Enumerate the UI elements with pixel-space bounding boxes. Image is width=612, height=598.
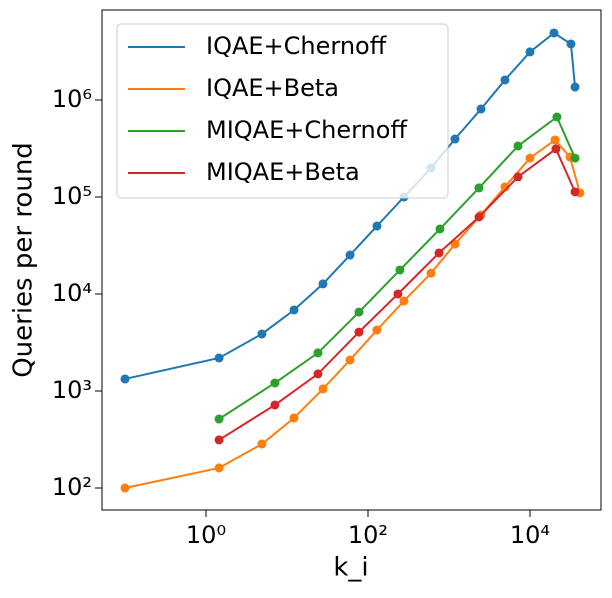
data-point: [513, 172, 523, 182]
data-point: [289, 305, 299, 315]
data-point: [550, 135, 560, 145]
series-line: [124, 138, 581, 489]
legend-box: [116, 23, 449, 199]
data-point: [354, 327, 364, 337]
data-point: [399, 296, 409, 306]
data-point: [395, 265, 405, 275]
legend-label: MIQAE+Beta: [206, 158, 360, 186]
data-point: [426, 268, 436, 278]
data-point: [566, 39, 576, 49]
data-point: [214, 435, 224, 445]
y-tick-label: 10⁴: [52, 279, 92, 307]
data-point: [450, 134, 460, 144]
data-point: [257, 439, 267, 449]
data-point: [289, 413, 299, 423]
data-point: [318, 384, 328, 394]
data-point: [500, 75, 510, 85]
data-point: [474, 183, 484, 193]
data-point: [393, 289, 403, 299]
data-point: [513, 141, 523, 151]
data-point: [120, 374, 130, 384]
y-tick-label: 10⁶: [52, 85, 92, 113]
data-point: [372, 325, 382, 335]
y-tick-label: 10⁵: [52, 182, 92, 210]
data-point: [434, 248, 444, 258]
data-point: [570, 187, 580, 197]
plot-frame: [101, 9, 602, 511]
data-point: [525, 153, 535, 163]
data-point: [435, 224, 445, 234]
data-point: [270, 400, 280, 410]
data-point: [570, 82, 580, 92]
legend-label: IQAE+Chernoff: [206, 32, 387, 60]
data-point: [570, 153, 580, 163]
data-point: [551, 144, 561, 154]
data-point: [345, 355, 355, 365]
data-point: [257, 329, 267, 339]
x-tick-label: 10⁰: [186, 521, 226, 549]
data-point: [313, 369, 323, 379]
series-line: [218, 115, 576, 420]
y-tick-label: 10³: [52, 376, 92, 404]
data-point: [476, 104, 486, 114]
data-point: [214, 353, 224, 363]
x-tick-label: 10⁴: [510, 521, 550, 549]
legend-label: MIQAE+Chernoff: [206, 116, 407, 144]
data-point: [372, 221, 382, 231]
data-point: [120, 483, 130, 493]
data-point: [318, 279, 328, 289]
data-point: [313, 348, 323, 358]
data-point: [474, 212, 484, 222]
data-point: [214, 463, 224, 473]
x-tick-label: 10²: [348, 521, 388, 549]
data-point: [345, 250, 355, 260]
y-tick-label: 10²: [52, 473, 92, 501]
data-point: [270, 378, 280, 388]
data-point: [552, 112, 562, 122]
data-point: [354, 307, 364, 317]
data-point: [525, 47, 535, 57]
data-point: [549, 28, 559, 38]
x-axis-label: k_i: [333, 553, 368, 583]
legend-label: IQAE+Beta: [206, 74, 339, 102]
y-axis-label: Queries per round: [9, 142, 39, 378]
data-point: [214, 414, 224, 424]
series-line: [218, 147, 576, 441]
